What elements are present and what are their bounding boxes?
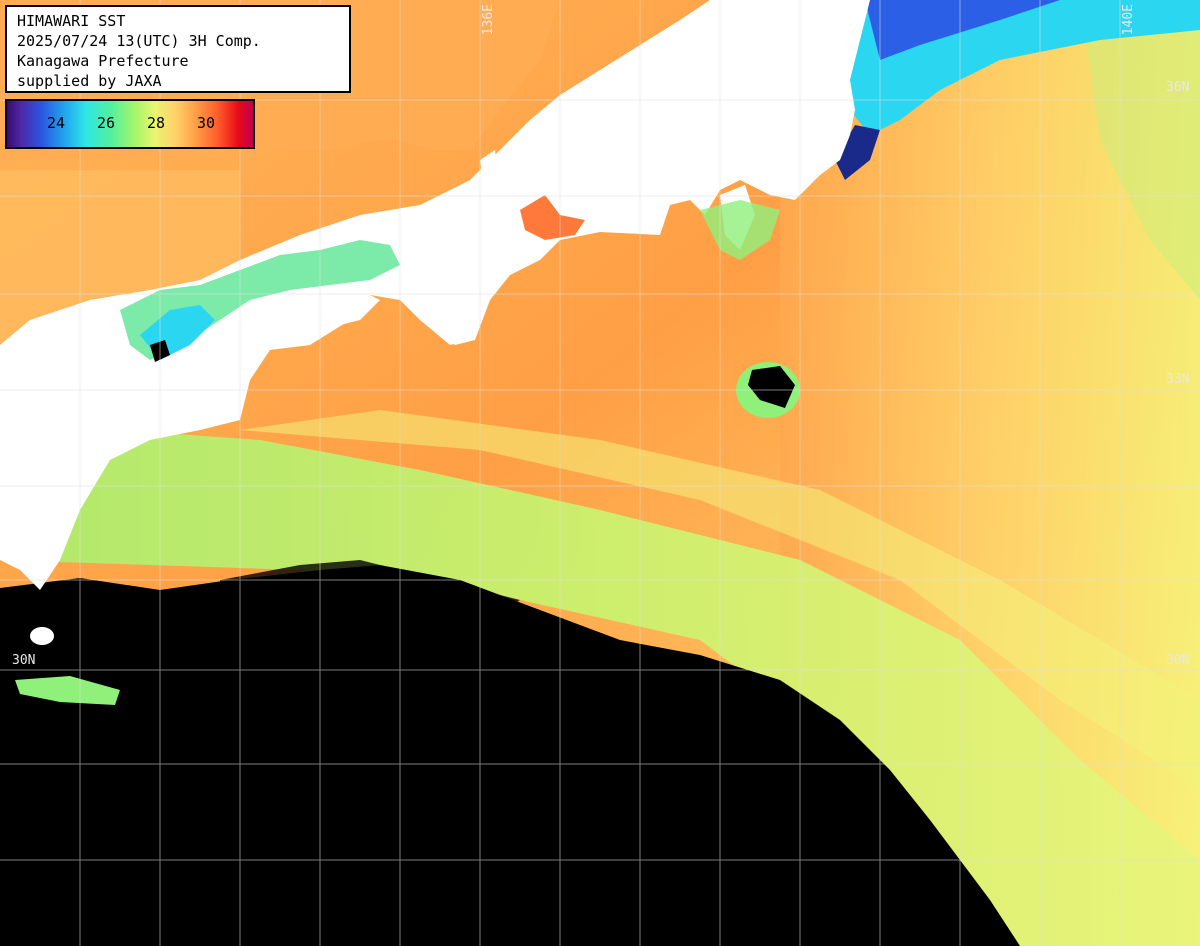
lat-label-30n-left: 30N [12, 653, 36, 668]
lat-label-30n-right: 30N [1166, 653, 1190, 668]
info-box: HIMAWARI SST 2025/07/24 13(UTC) 3H Comp.… [5, 5, 351, 93]
title-line: HIMAWARI SST [17, 12, 126, 30]
lon-label-140e: 140E [1121, 4, 1136, 36]
prefecture-line: Kanagawa Prefecture [17, 52, 189, 70]
eddy-hole [748, 366, 795, 408]
cold-water-coast [835, 125, 880, 180]
land-kii [405, 235, 500, 345]
cold-water-deep [865, 0, 1060, 60]
land-kyushu [0, 370, 80, 590]
land-island-south [30, 627, 54, 645]
no-data-fringe [220, 560, 520, 612]
land-noto [480, 150, 498, 190]
legend-tick-26: 26 [97, 114, 116, 132]
credit-line: supplied by JAXA [17, 72, 162, 90]
osaka-bay [520, 195, 585, 240]
color-scale-legend: 24 26 28 30 [5, 99, 255, 149]
sea-sw-green [15, 676, 120, 705]
no-data-region [0, 565, 1020, 946]
lat-label-36n: 36N [1166, 80, 1190, 95]
legend-tick-30: 30 [197, 114, 216, 132]
lon-label-136e: 136E [481, 4, 496, 36]
legend-tick-28: 28 [147, 114, 166, 132]
land-shikoku [210, 290, 380, 360]
lat-label-33n: 33N [1166, 372, 1190, 387]
sea-east-green [1080, 0, 1200, 300]
datetime-line: 2025/07/24 13(UTC) 3H Comp. [17, 32, 261, 50]
legend-tick-24: 24 [47, 114, 66, 132]
